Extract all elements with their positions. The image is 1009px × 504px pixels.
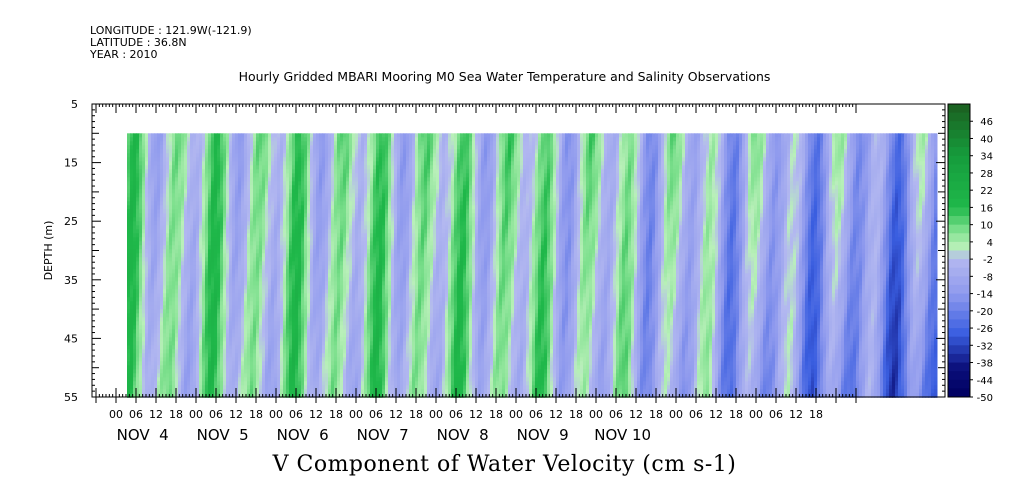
y-tick-label: 25 bbox=[64, 215, 78, 228]
x-hour-tick-label: 18 bbox=[809, 408, 823, 421]
x-hour-tick-label: 00 bbox=[669, 408, 683, 421]
colorbar-tick-label: 10 bbox=[980, 221, 993, 232]
colorbar-tick-label: -26 bbox=[977, 324, 993, 335]
colorbar bbox=[947, 103, 971, 398]
x-hour-tick-label: 12 bbox=[309, 408, 323, 421]
colorbar-tick-label: 4 bbox=[987, 238, 993, 249]
x-hour-tick-label: 12 bbox=[389, 408, 403, 421]
x-hour-tick-label: 18 bbox=[649, 408, 663, 421]
x-hour-tick-label: 18 bbox=[329, 408, 343, 421]
x-day-label: NOV 9 bbox=[517, 426, 569, 444]
y-axis-label: DEPTH (m) bbox=[42, 221, 55, 281]
colorbar-tick-label: -20 bbox=[977, 307, 993, 318]
colorbar-tick-label: 46 bbox=[980, 117, 993, 128]
x-hour-tick-label: 00 bbox=[189, 408, 203, 421]
x-hour-tick-label: 18 bbox=[409, 408, 423, 421]
x-hour-tick-label: 12 bbox=[629, 408, 643, 421]
y-tick-label: 45 bbox=[64, 332, 78, 345]
x-day-label: NOV 5 bbox=[197, 426, 249, 444]
heatmap-cells bbox=[127, 133, 938, 398]
year-label: YEAR : 2010 bbox=[90, 48, 158, 61]
x-hour-tick-label: 12 bbox=[709, 408, 723, 421]
y-tick-label: 5 bbox=[71, 98, 78, 111]
x-hour-tick-label: 06 bbox=[769, 408, 783, 421]
x-day-label: NOV 7 bbox=[357, 426, 409, 444]
x-hour-tick-label: 12 bbox=[229, 408, 243, 421]
x-hour-tick-label: 12 bbox=[549, 408, 563, 421]
longitude-label: LONGITUDE : 121.9W(-121.9) bbox=[90, 24, 252, 37]
colorbar-tick-label: 40 bbox=[980, 134, 993, 145]
x-hour-tick-label: 18 bbox=[729, 408, 743, 421]
y-tick-label: 55 bbox=[64, 391, 78, 404]
x-day-label: NOV 10 bbox=[594, 426, 651, 444]
x-hour-tick-label: 18 bbox=[249, 408, 263, 421]
chart-title: Hourly Gridded MBARI Mooring M0 Sea Wate… bbox=[238, 69, 771, 84]
x-hour-tick-label: 06 bbox=[449, 408, 463, 421]
colorbar-tick-label: 16 bbox=[980, 203, 993, 214]
latitude-label: LATITUDE : 36.8N bbox=[90, 36, 187, 49]
x-hour-tick-label: 00 bbox=[749, 408, 763, 421]
x-hour-tick-label: 06 bbox=[289, 408, 303, 421]
x-axis bbox=[95, 104, 857, 403]
x-day-label: NOV 4 bbox=[117, 426, 169, 444]
x-hour-tick-label: 00 bbox=[349, 408, 363, 421]
x-hour-tick-label: 06 bbox=[609, 408, 623, 421]
x-hour-tick-label: 06 bbox=[129, 408, 143, 421]
x-hour-tick-label: 12 bbox=[149, 408, 163, 421]
colorbar-tick-label: 34 bbox=[980, 152, 993, 163]
x-hour-tick-label: 00 bbox=[269, 408, 283, 421]
colorbar-tick-label: -32 bbox=[977, 341, 993, 352]
x-day-label: NOV 8 bbox=[437, 426, 489, 444]
x-hour-tick-label: 18 bbox=[569, 408, 583, 421]
x-hour-tick-label: 00 bbox=[509, 408, 523, 421]
colorbar-tick-label: -14 bbox=[977, 290, 993, 301]
colorbar-tick-label: -50 bbox=[977, 393, 993, 404]
y-tick-label: 35 bbox=[64, 274, 78, 287]
x-hour-tick-label: 06 bbox=[689, 408, 703, 421]
x-day-label: NOV 6 bbox=[277, 426, 329, 444]
colorbar-tick-label: -44 bbox=[977, 376, 993, 387]
x-hour-tick-label: 00 bbox=[429, 408, 443, 421]
colorbar-tick-label: -38 bbox=[977, 359, 993, 370]
x-hour-tick-label: 06 bbox=[369, 408, 383, 421]
x-hour-tick-label: 06 bbox=[529, 408, 543, 421]
x-hour-tick-label: 18 bbox=[169, 408, 183, 421]
colorbar-tick-label: 28 bbox=[980, 169, 993, 180]
x-hour-tick-label: 12 bbox=[469, 408, 483, 421]
x-hour-tick-label: 12 bbox=[789, 408, 803, 421]
x-hour-tick-label: 18 bbox=[489, 408, 503, 421]
x-hour-tick-label: 00 bbox=[109, 408, 123, 421]
colorbar-tick-label: -8 bbox=[983, 272, 993, 283]
colorbar-tick-label: 22 bbox=[980, 186, 993, 197]
x-hour-tick-label: 00 bbox=[589, 408, 603, 421]
colorbar-tick-label: -2 bbox=[983, 255, 993, 266]
x-hour-tick-label: 06 bbox=[209, 408, 223, 421]
x-axis-label: V Component of Water Velocity (cm s-1) bbox=[272, 452, 737, 477]
y-tick-label: 15 bbox=[64, 157, 78, 170]
